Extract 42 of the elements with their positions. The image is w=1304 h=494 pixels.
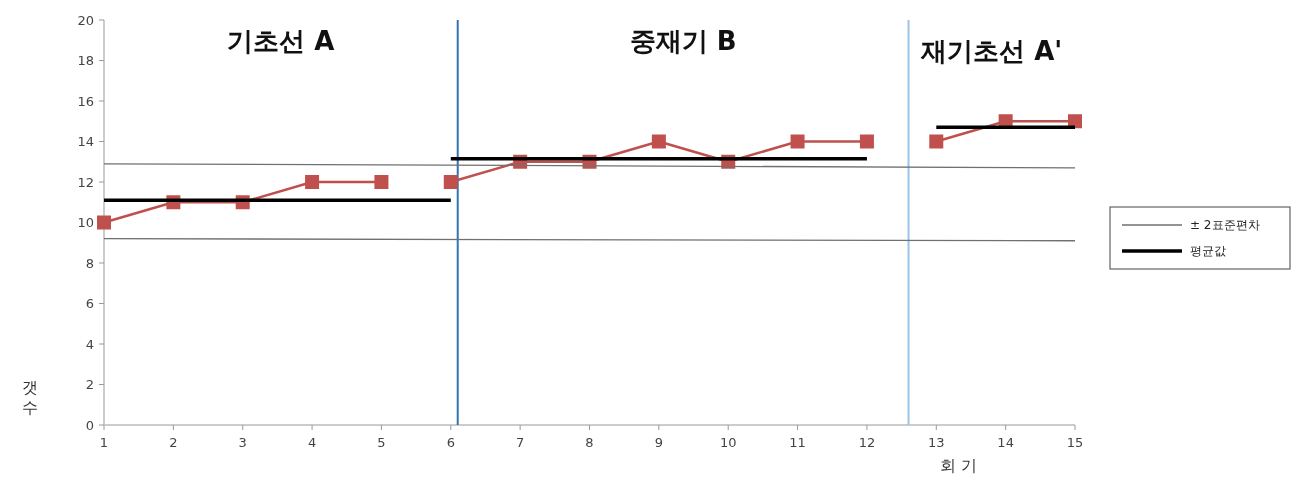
y-axis-title: 갯수	[22, 378, 38, 417]
y-tick-label: 20	[77, 12, 94, 28]
x-tick-label: 6	[446, 435, 455, 450]
y-tick-label: 0	[85, 417, 94, 433]
point	[1068, 114, 1082, 129]
x-tick-label: 5	[377, 435, 386, 450]
y-tick-label: 10	[77, 215, 94, 231]
y-tick-label: 8	[85, 255, 94, 271]
y-tick-label: 14	[77, 134, 94, 150]
x-tick-label: 11	[789, 435, 806, 450]
annotation: 중재기 B	[629, 26, 737, 56]
x-tick-label: 8	[585, 435, 594, 450]
point	[305, 175, 320, 189]
point	[790, 134, 805, 149]
annotation: 재기초선 A'	[920, 36, 1063, 66]
x-tick-label: 7	[516, 435, 525, 450]
x-tick-label: 1	[99, 435, 109, 450]
y-tick-label: 12	[77, 174, 94, 190]
x-axis-title: 회 기	[940, 456, 978, 475]
point	[443, 175, 458, 189]
point	[859, 134, 874, 149]
x-tick-label: 9	[654, 435, 663, 450]
x-tick-label: 15	[1066, 435, 1084, 450]
point	[374, 175, 389, 189]
x-tick-label: 12	[858, 435, 876, 450]
x-tick-label: 13	[928, 435, 945, 450]
x-tick-label: 2	[169, 435, 178, 450]
y-tick-label: 18	[77, 53, 94, 69]
x-tick-label: 3	[238, 435, 247, 450]
legend-label: 평균값	[1190, 244, 1226, 259]
point	[929, 134, 944, 149]
point	[97, 215, 111, 230]
x-tick-label: 14	[997, 435, 1014, 450]
y-tick-label: 2	[85, 377, 94, 393]
point	[651, 134, 666, 149]
y-tick-label: 16	[77, 93, 94, 109]
annotation: 기초선 A	[227, 26, 335, 56]
y-tick-label: 4	[85, 336, 94, 352]
x-tick-label: 4	[307, 435, 317, 450]
y-tick-label: 6	[85, 296, 94, 312]
legend-label: ± 2표준편차	[1190, 218, 1260, 233]
x-tick-label: 10	[719, 435, 737, 450]
